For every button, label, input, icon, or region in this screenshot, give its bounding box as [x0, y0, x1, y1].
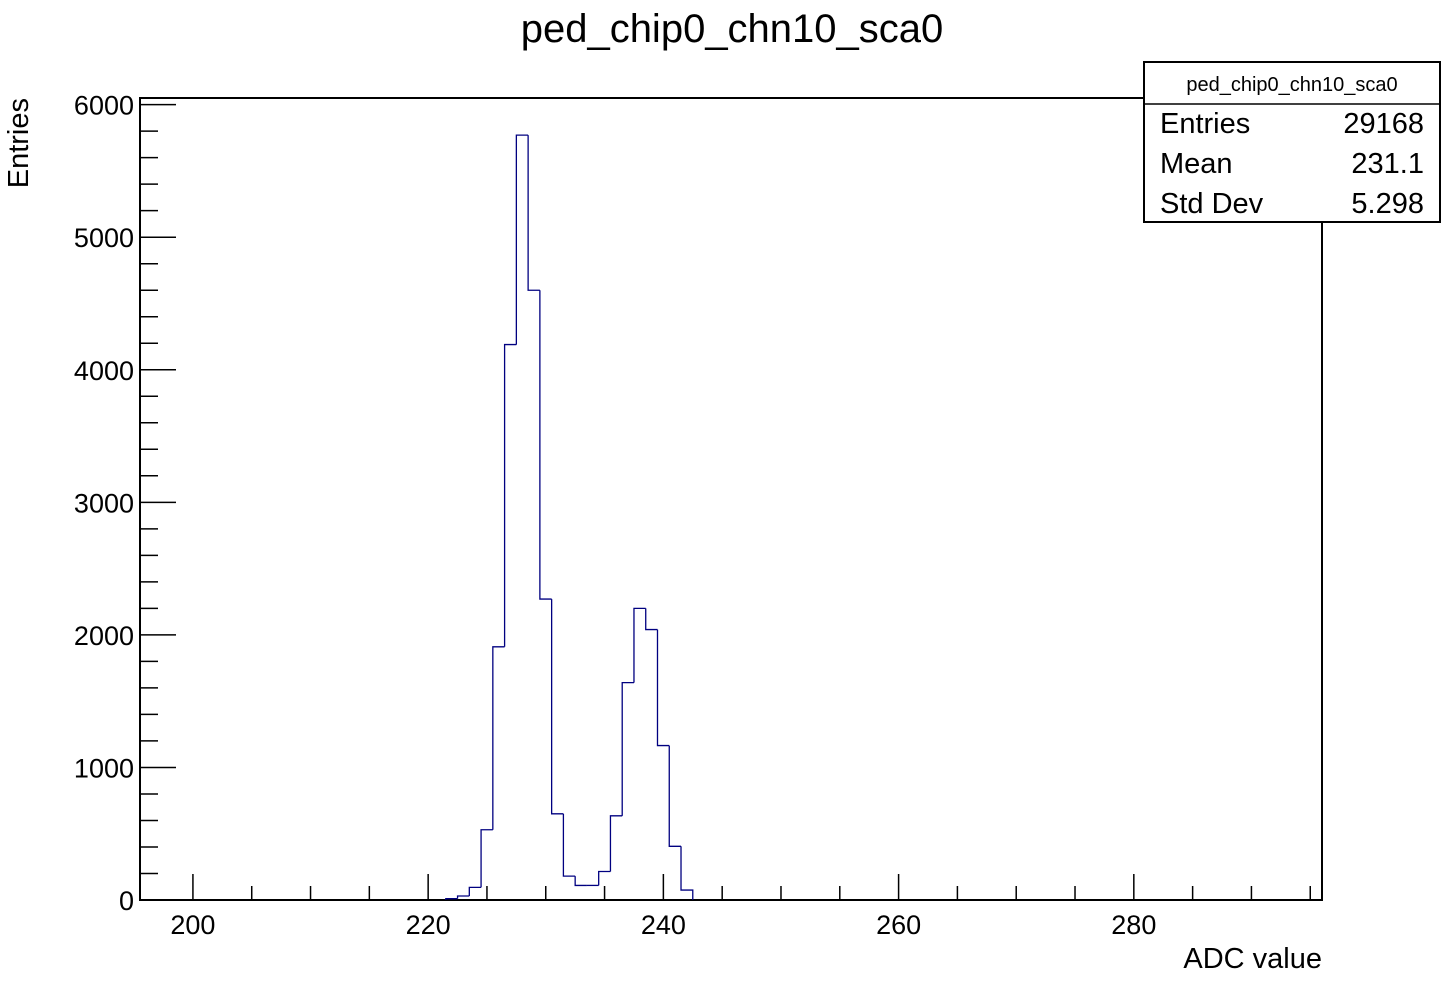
- histogram-bin: [527, 135, 540, 291]
- histogram-bin: [609, 815, 623, 872]
- y-axis-label: Entries: [3, 98, 35, 188]
- histogram-bin: [621, 681, 634, 816]
- x-tick-label: 240: [641, 910, 686, 940]
- histogram-bin: [633, 607, 646, 683]
- stats-box-frame: [1143, 61, 1441, 223]
- histogram-bins: [445, 134, 694, 900]
- y-tick-label: 6000: [74, 91, 134, 121]
- y-tick-label: 4000: [74, 356, 134, 386]
- histogram-bin: [468, 886, 482, 897]
- histogram-bin: [480, 829, 493, 888]
- histogram-bin: [550, 599, 564, 815]
- histogram-bin: [515, 134, 529, 345]
- stats-entries-value: 29168: [1343, 108, 1424, 140]
- x-tick-label: 280: [1111, 910, 1156, 940]
- y-tick-label: 0: [119, 886, 134, 916]
- y-tick-label: 2000: [74, 621, 134, 651]
- y-tick-label: 3000: [74, 488, 134, 518]
- stats-box-title: ped_chip0_chn10_sca0: [1186, 74, 1397, 96]
- y-tick-label: 5000: [74, 223, 134, 253]
- histogram-bin: [456, 895, 470, 899]
- histogram-bin: [574, 876, 587, 887]
- x-axis-ticks: 200 220 240 260 280: [170, 874, 1311, 940]
- histogram-bin: [503, 343, 517, 647]
- chart-title: ped_chip0_chn10_sca0: [521, 7, 944, 51]
- stats-stddev-value: 5.298: [1351, 188, 1424, 220]
- y-axis-ticks: 0 1000 2000 3000 4000 5000 6000: [74, 91, 176, 916]
- stats-stddev-label: Std Dev: [1160, 188, 1264, 220]
- histogram-bin: [656, 629, 670, 747]
- x-tick-label: 200: [170, 910, 215, 940]
- histogram-bin: [445, 898, 458, 900]
- x-tick-label: 260: [876, 910, 921, 940]
- stats-entries-label: Entries: [1160, 108, 1250, 140]
- x-axis-label: ADC value: [1183, 943, 1322, 975]
- stats-mean-value: 231.1: [1351, 148, 1424, 180]
- histogram-bin: [598, 870, 611, 886]
- histogram-bin: [539, 290, 552, 600]
- histogram-bin: [645, 608, 658, 631]
- histogram-bin: [492, 646, 505, 830]
- y-tick-label: 1000: [74, 753, 134, 783]
- stats-box: ped_chip0_chn10_sca0 Entries 29168 Mean …: [1143, 61, 1441, 223]
- plot-frame: [139, 97, 1323, 901]
- stats-mean-label: Mean: [1160, 148, 1233, 180]
- histogram-bin: [562, 813, 576, 877]
- histogram-bin: [668, 745, 682, 847]
- histogram-bin: [680, 846, 694, 900]
- x-tick-label: 220: [406, 910, 451, 940]
